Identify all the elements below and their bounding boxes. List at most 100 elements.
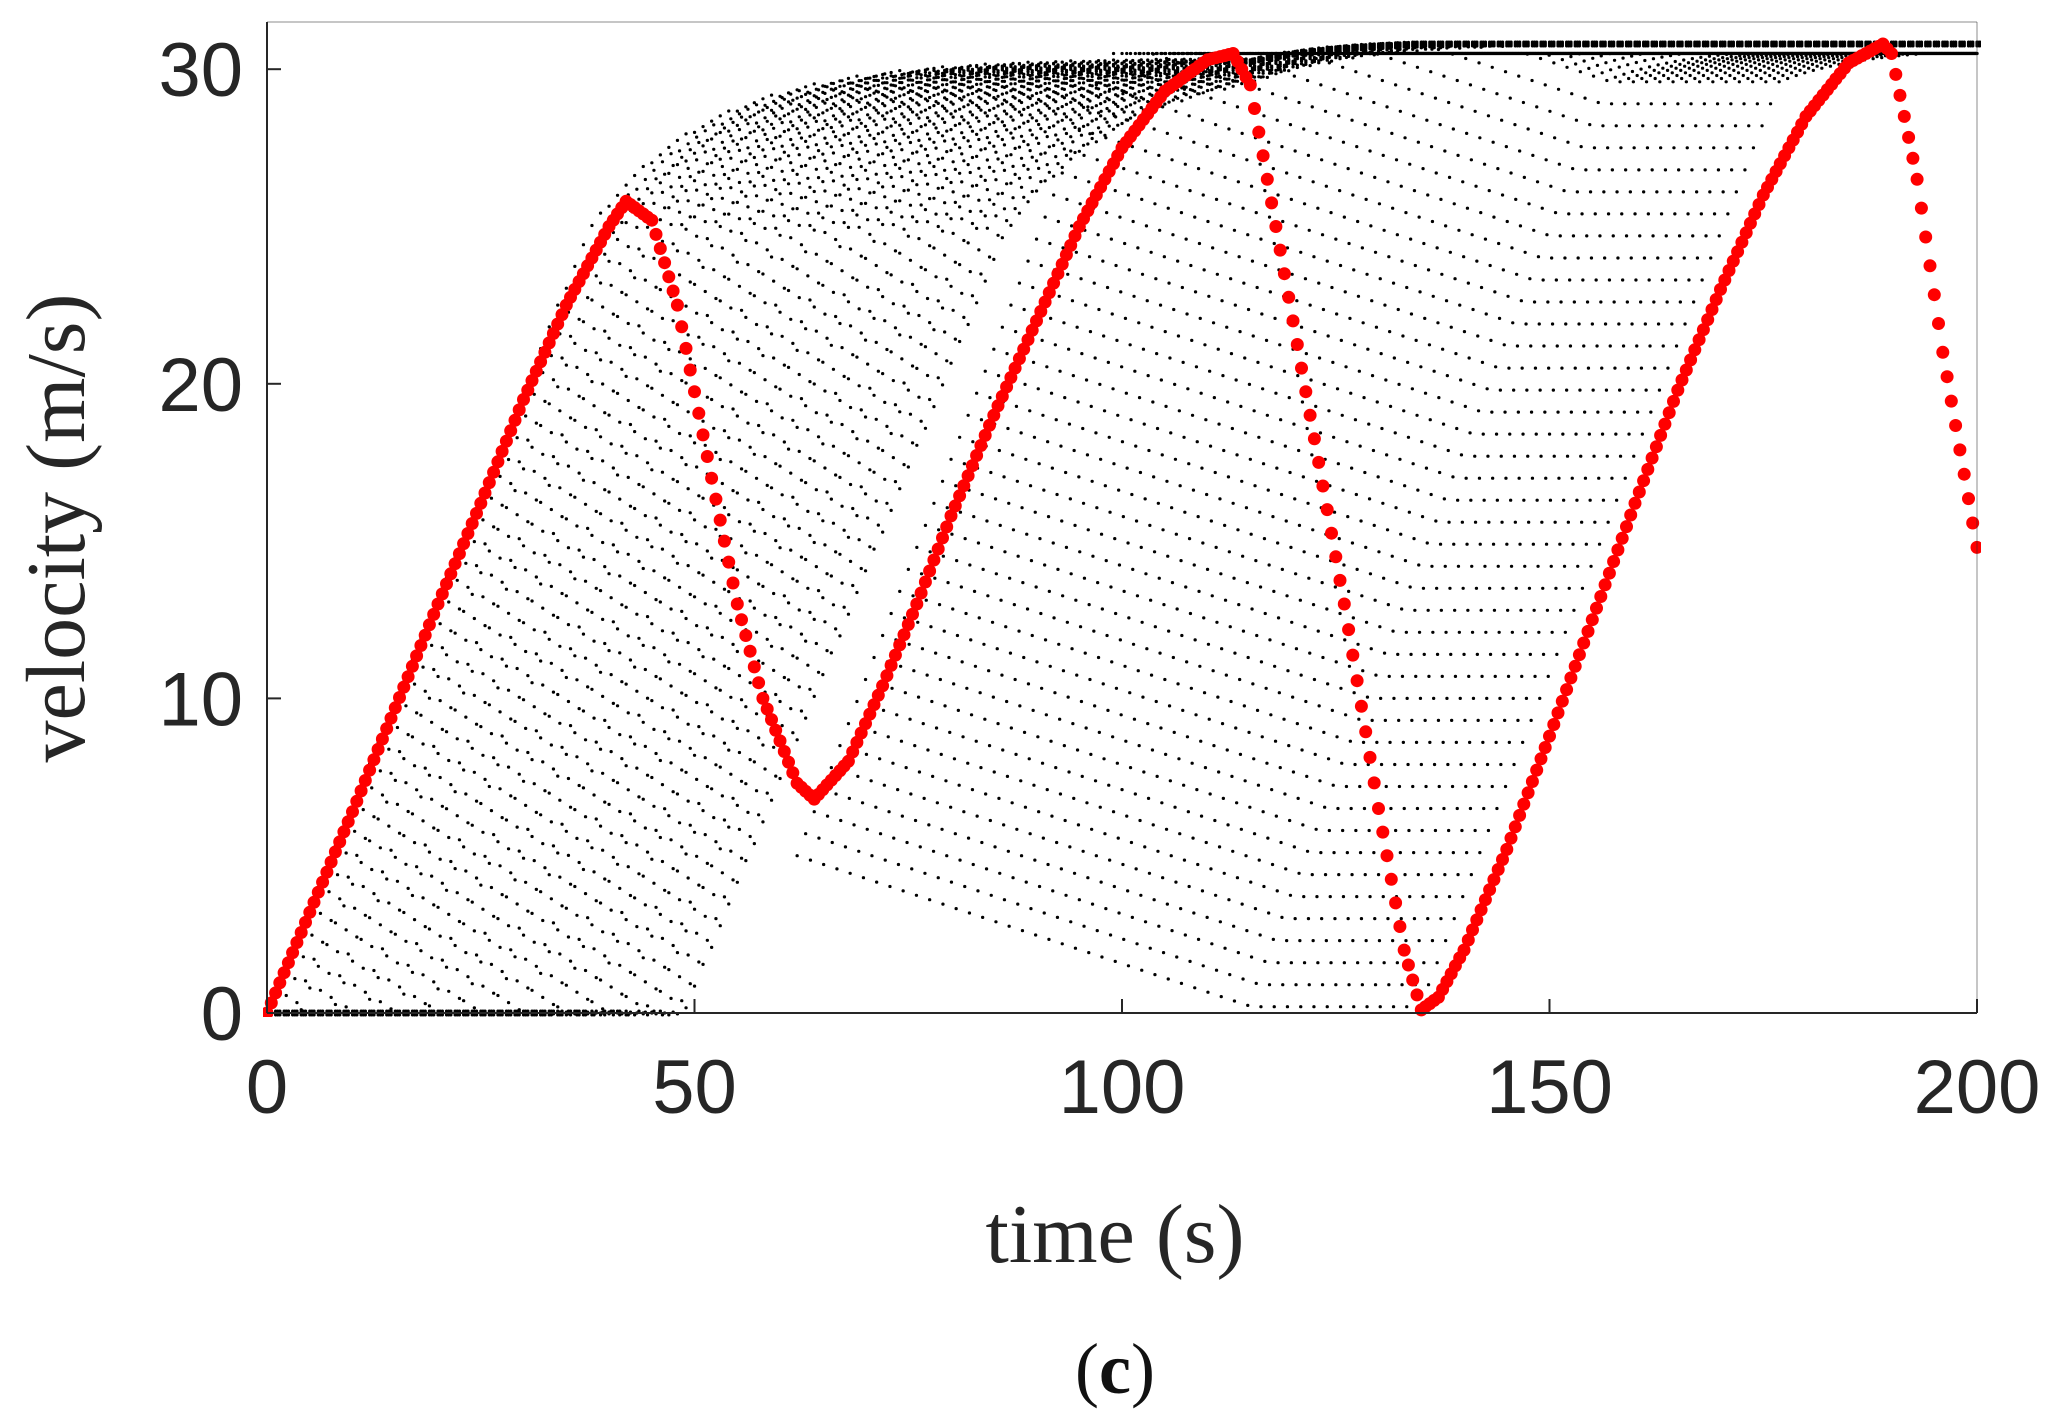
highlighted-point xyxy=(358,774,372,787)
highlighted-point xyxy=(1906,151,1920,165)
highlighted-point xyxy=(1594,590,1608,603)
x-tick-label: 150 xyxy=(1486,1045,1613,1130)
highlighted-point xyxy=(1692,333,1706,347)
highlighted-point xyxy=(888,648,902,662)
highlighted-point xyxy=(1303,408,1317,422)
highlighted-point xyxy=(1337,597,1351,611)
highlighted-point xyxy=(495,444,509,458)
highlighted-point xyxy=(405,659,419,673)
x-axis-label: time (s) xyxy=(986,1188,1245,1281)
highlighted-point xyxy=(1679,363,1693,377)
highlighted-point xyxy=(1342,623,1356,637)
highlighted-point xyxy=(341,815,355,829)
highlighted-point xyxy=(273,976,287,990)
highlighted-point xyxy=(410,649,424,663)
highlighted-point xyxy=(679,341,693,355)
highlighted-point xyxy=(1662,406,1676,420)
highlighted-point xyxy=(1483,883,1497,897)
highlighted-point xyxy=(1902,130,1916,144)
highlighted-point xyxy=(709,492,723,506)
highlighted-point xyxy=(281,956,295,970)
highlighted-point xyxy=(914,586,928,600)
highlighted-point xyxy=(269,986,283,1000)
highlighted-point xyxy=(320,865,334,879)
highlighted-point xyxy=(1316,479,1330,493)
highlighted-point xyxy=(1684,353,1698,367)
highlighted-point xyxy=(1893,88,1907,102)
highlighted-point xyxy=(756,691,770,705)
highlighted-point xyxy=(1564,671,1578,685)
highlighted-point xyxy=(1256,149,1270,163)
highlighted-point xyxy=(1487,873,1501,887)
highlighted-point xyxy=(452,547,466,561)
highlighted-point xyxy=(666,284,680,298)
highlighted-point xyxy=(662,270,676,284)
highlighted-point xyxy=(1910,172,1924,186)
highlighted-point xyxy=(1350,674,1364,688)
y-axis-ticks: 0 10 20 30 xyxy=(158,28,281,1057)
highlighted-point xyxy=(1624,508,1638,522)
highlighted-point xyxy=(743,644,757,658)
highlighted-point xyxy=(299,915,312,929)
highlighted-point xyxy=(1346,648,1360,662)
highlighted-point xyxy=(1940,370,1954,384)
highlighted-point xyxy=(512,403,526,417)
highlighted-point xyxy=(1543,729,1556,743)
highlighted-point xyxy=(1376,825,1390,839)
highlighted-point xyxy=(1620,520,1633,534)
highlighted-point xyxy=(777,745,791,758)
highlighted-point xyxy=(1632,485,1646,499)
highlighted-point xyxy=(1295,361,1308,375)
highlighted-point xyxy=(786,766,800,780)
highlighted-point xyxy=(645,213,659,227)
highlighted-point xyxy=(1393,920,1407,933)
highlighted-point xyxy=(730,597,744,611)
highlighted-point xyxy=(499,434,513,448)
highlighted-point xyxy=(482,476,496,490)
highlighted-point xyxy=(1525,775,1539,788)
highlighted-point xyxy=(965,459,979,473)
highlighted-point xyxy=(1508,820,1522,834)
highlighted-point xyxy=(1944,394,1958,408)
highlighted-point xyxy=(1572,648,1586,662)
highlighted-point xyxy=(1953,443,1967,457)
highlighted-point xyxy=(290,936,304,949)
highlighted-point xyxy=(1957,467,1971,481)
highlighted-point xyxy=(414,639,428,652)
highlighted-point xyxy=(953,489,967,503)
highlighted-point xyxy=(1286,314,1300,328)
y-tick-label: 10 xyxy=(158,657,243,742)
highlighted-point xyxy=(1555,694,1569,708)
highlighted-point xyxy=(983,418,996,432)
highlighted-point xyxy=(461,527,475,540)
highlighted-point xyxy=(1496,853,1509,866)
highlighted-point xyxy=(910,597,924,611)
highlighted-point xyxy=(1269,220,1283,233)
highlighted-point xyxy=(692,406,706,420)
highlighted-point xyxy=(752,676,766,690)
highlighted-point xyxy=(944,509,958,523)
highlighted-point xyxy=(782,755,795,769)
highlighted-point xyxy=(700,450,714,463)
highlighted-point xyxy=(337,825,351,839)
highlighted-point xyxy=(367,753,381,767)
highlighted-point xyxy=(448,557,462,571)
highlighted-point xyxy=(1568,659,1582,673)
x-axis-ticks: 0 50 100 150 200 xyxy=(246,999,2041,1130)
highlighted-point xyxy=(760,702,774,716)
highlighted-point xyxy=(1645,451,1659,465)
highlighted-point xyxy=(1970,540,1981,554)
highlighted-point xyxy=(1649,440,1663,454)
highlighted-point xyxy=(876,679,890,693)
highlighted-point xyxy=(1667,394,1680,408)
highlighted-point xyxy=(769,723,783,737)
highlighted-point xyxy=(1611,543,1625,557)
x-tick-label: 200 xyxy=(1914,1045,2041,1130)
highlighted-point xyxy=(1551,706,1565,720)
highlighted-point xyxy=(1615,531,1629,545)
highlighted-point xyxy=(1897,109,1911,123)
highlighted-point xyxy=(422,618,436,632)
y-tick-label: 20 xyxy=(158,343,243,428)
highlighted-point xyxy=(375,732,389,746)
highlighted-point xyxy=(346,805,359,819)
